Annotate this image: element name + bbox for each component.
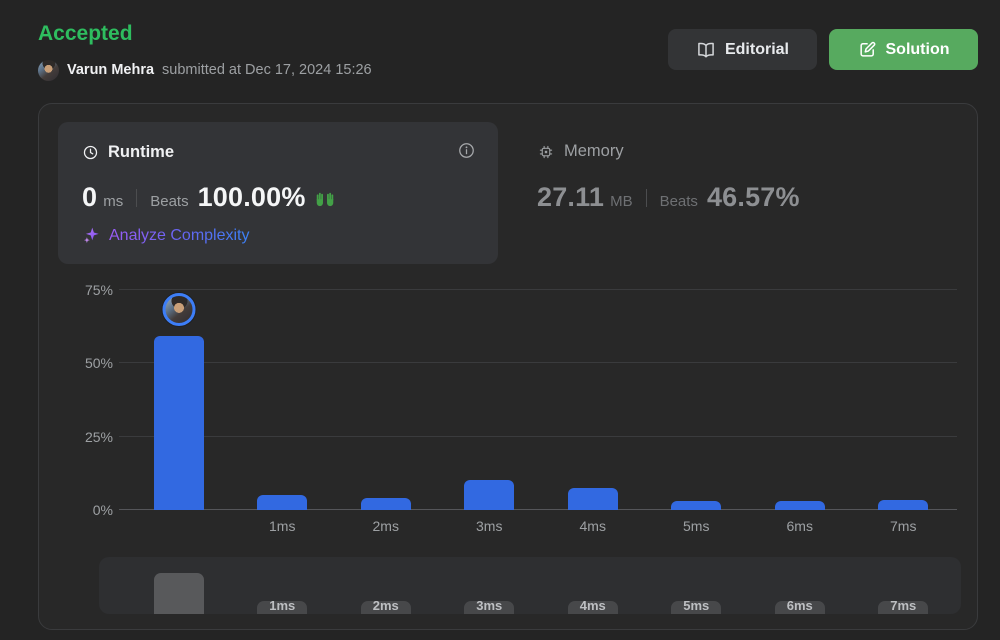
divider — [645, 188, 647, 207]
chart-bar[interactable] — [257, 495, 308, 510]
user-avatar — [38, 59, 59, 81]
memory-beats-label: Beats — [659, 193, 698, 210]
x-axis-tick-label: 5ms — [683, 518, 710, 534]
chart-bar[interactable] — [671, 500, 722, 510]
minimap-bar — [671, 601, 722, 614]
info-icon[interactable] — [457, 141, 476, 160]
user-position-avatar — [162, 293, 196, 327]
y-axis-tick-label: 75% — [84, 282, 113, 298]
memory-title: Memory — [564, 142, 624, 160]
minimap-bar — [774, 601, 825, 614]
minimap-bar — [878, 601, 929, 614]
minimap-columns: 1ms 2ms 3ms 4ms 5ms 6ms 7ms — [127, 557, 955, 614]
chart-column[interactable] — [127, 290, 231, 510]
submission-detail-panel: Runtime 0 ms Beats 100.00% — [38, 103, 978, 630]
chart-column[interactable] — [438, 290, 542, 510]
runtime-card[interactable]: Runtime 0 ms Beats 100.00% — [58, 122, 498, 264]
memory-beats-value: 46.57% — [706, 182, 800, 212]
minimap-label: 4ms — [579, 598, 606, 613]
minimap-label: 1ms — [269, 598, 296, 613]
chart-bar[interactable] — [360, 498, 411, 510]
x-axis-tick-label: 2ms — [372, 518, 399, 534]
chart-column[interactable] — [748, 290, 852, 510]
runtime-beats-value: 100.00% — [197, 182, 306, 212]
chart-bar[interactable] — [878, 500, 929, 510]
editorial-button-label: Editorial — [724, 40, 789, 58]
clock-icon — [82, 144, 99, 161]
minimap-column[interactable]: 1ms — [231, 557, 335, 614]
runtime-value: 0 — [82, 182, 98, 212]
submission-byline: Varun Mehra submitted at Dec 17, 2024 15… — [38, 58, 372, 82]
analyze-complexity-button[interactable]: Analyze Complexity — [82, 226, 250, 245]
chart-grid — [119, 289, 957, 510]
runtime-title: Runtime — [108, 143, 174, 161]
runtime-value-row: 0 ms Beats 100.00% — [82, 182, 336, 213]
minimap-bar — [257, 601, 308, 614]
memory-value: 27.11 — [537, 182, 605, 212]
chart-bar[interactable] — [774, 501, 825, 510]
minimap-label: 6ms — [786, 598, 813, 613]
gridline — [119, 362, 957, 364]
minimap-label: 2ms — [372, 598, 399, 613]
chart-bar[interactable] — [153, 336, 204, 510]
y-axis-tick-label: 0% — [92, 502, 113, 518]
submitted-timestamp: submitted at Dec 17, 2024 15:26 — [162, 62, 372, 78]
runtime-unit: ms — [103, 193, 124, 210]
minimap-column[interactable]: 2ms — [334, 557, 438, 614]
minimap-column[interactable]: 6ms — [748, 557, 852, 614]
x-axis-tick-label: 6ms — [786, 518, 813, 534]
chart-bar[interactable] — [567, 488, 618, 510]
minimap-column[interactable] — [127, 557, 231, 614]
x-axis-tick-label: 4ms — [579, 518, 606, 534]
memory-chip-icon — [537, 143, 555, 161]
distribution-minimap[interactable]: 1ms 2ms 3ms 4ms 5ms 6ms 7ms — [99, 557, 961, 614]
runtime-card-header: Runtime — [82, 143, 174, 162]
minimap-bar — [153, 573, 204, 614]
x-axis-tick-label: 3ms — [476, 518, 503, 534]
chart-column[interactable] — [541, 290, 645, 510]
minimap-column[interactable]: 5ms — [645, 557, 749, 614]
memory-card-header: Memory — [537, 142, 624, 161]
memory-unit: MB — [610, 193, 633, 210]
minimap-bar — [360, 601, 411, 614]
minimap-bar — [567, 601, 618, 614]
minimap-bar — [464, 601, 515, 614]
x-axis-labels: 1ms 2ms 3ms 4ms 5ms 6ms 7ms — [127, 518, 955, 538]
edit-icon — [858, 40, 877, 59]
minimap-column[interactable]: 7ms — [852, 557, 956, 614]
chart-column[interactable] — [645, 290, 749, 510]
minimap-label: 5ms — [683, 598, 710, 613]
analyze-complexity-label: Analyze Complexity — [109, 226, 250, 244]
chart-bar[interactable] — [464, 480, 515, 510]
y-axis-labels: 0% 25% 50% 75% — [57, 282, 113, 518]
x-axis-tick-label: 1ms — [269, 518, 296, 534]
y-axis-tick-label: 50% — [84, 355, 113, 372]
memory-value-row: 27.11 MB Beats 46.57% — [537, 182, 800, 213]
minimap-label: 3ms — [476, 598, 503, 613]
minimap-column[interactable]: 4ms — [541, 557, 645, 614]
chart-column[interactable] — [231, 290, 335, 510]
celebration-hands-icon — [314, 187, 336, 209]
editorial-button[interactable]: Editorial — [668, 29, 817, 70]
solution-button[interactable]: Solution — [829, 29, 978, 70]
gridline — [119, 289, 957, 290]
memory-card[interactable]: Memory 27.11 MB Beats 46.57% — [537, 142, 937, 242]
minimap-label: 7ms — [890, 598, 917, 613]
book-icon — [696, 40, 716, 60]
x-axis-tick-label: 7ms — [890, 518, 917, 534]
chart-column[interactable] — [852, 290, 956, 510]
y-axis-tick-label: 25% — [84, 428, 113, 445]
user-name: Varun Mehra — [67, 62, 155, 78]
solution-button-label: Solution — [885, 40, 950, 58]
runtime-beats-label: Beats — [150, 193, 189, 210]
submission-status: Accepted — [38, 22, 133, 45]
divider — [136, 188, 138, 207]
chart-column[interactable] — [334, 290, 438, 510]
gridline — [119, 509, 957, 510]
sparkle-ai-icon — [82, 226, 101, 245]
minimap-column[interactable]: 3ms — [438, 557, 542, 614]
chart-plot — [127, 290, 955, 510]
gridline — [119, 435, 957, 437]
